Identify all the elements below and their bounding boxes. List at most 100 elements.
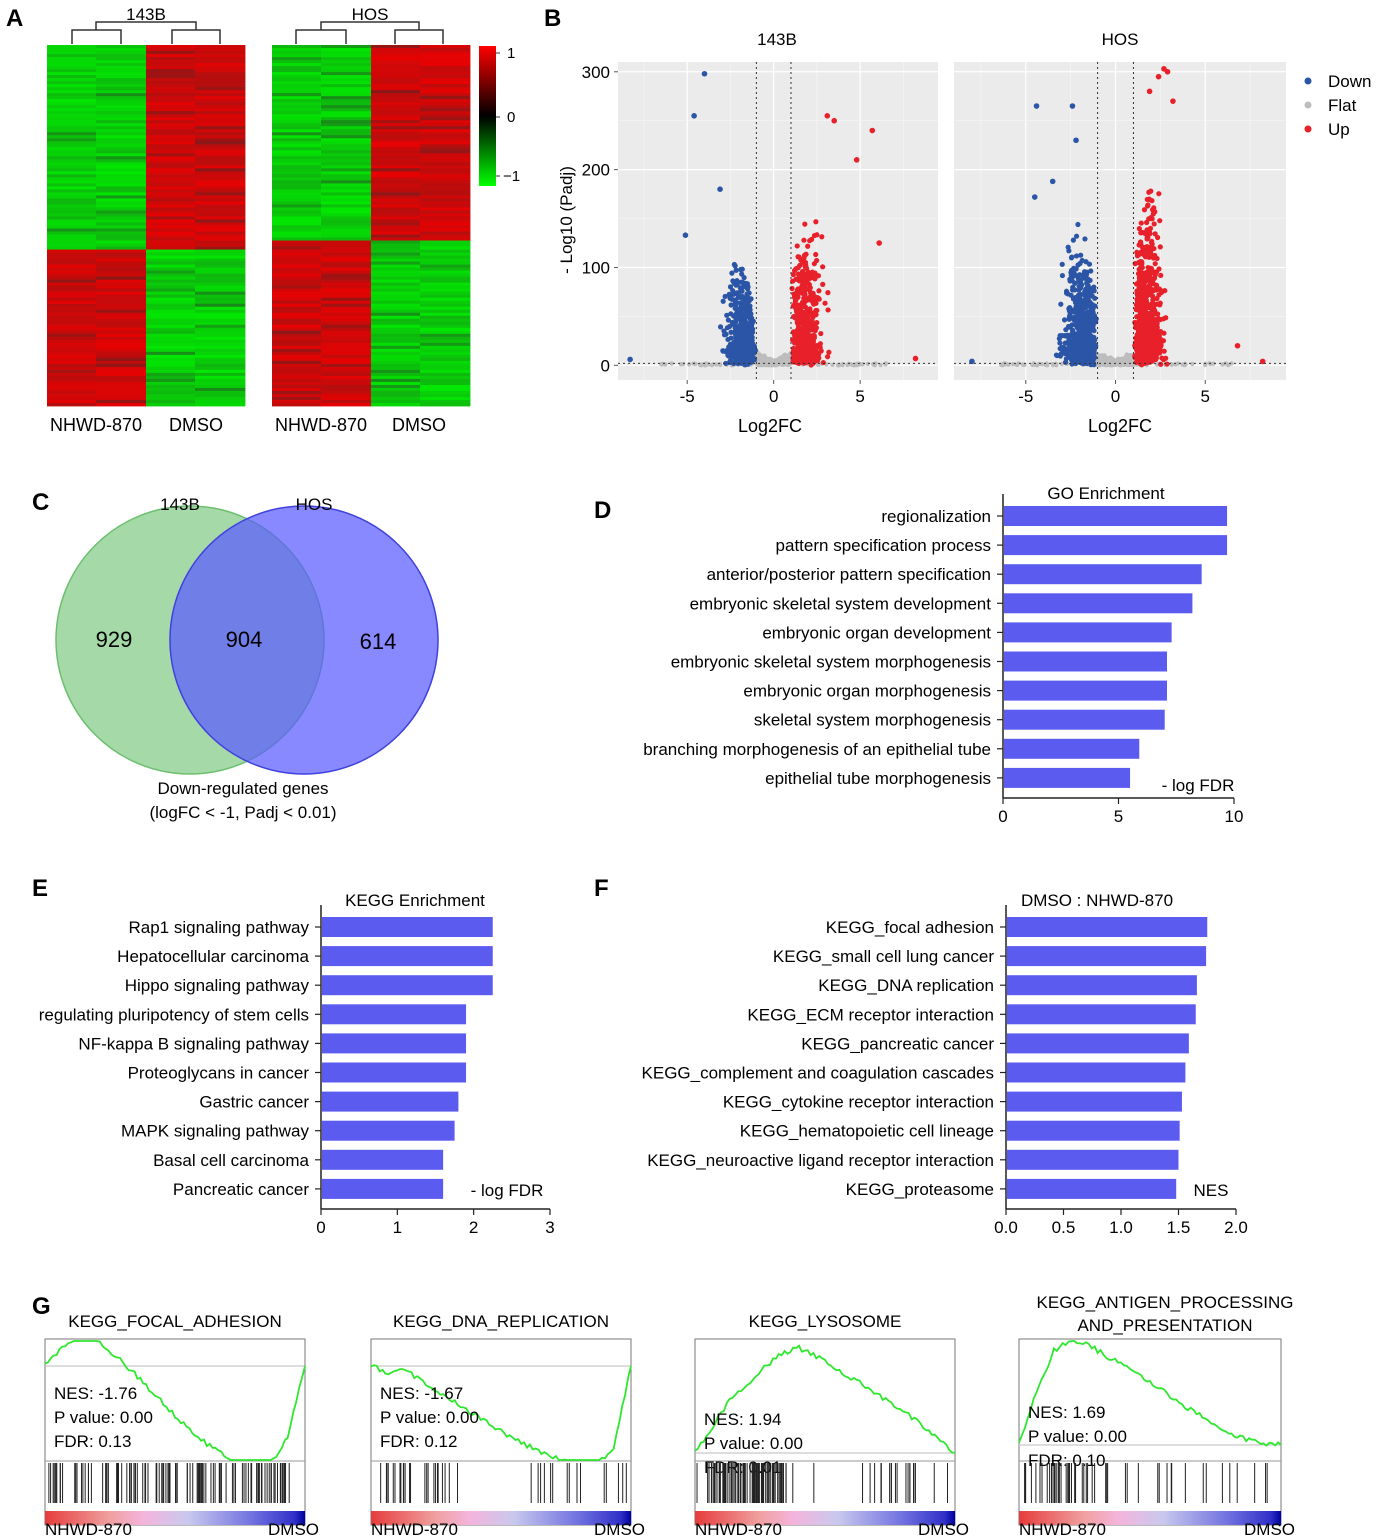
heatmap-hos-cell — [371, 99, 421, 103]
volcano-hos-down-point — [1072, 280, 1078, 286]
heatmap-hos-cell — [420, 168, 471, 172]
heatmap-143b-cell — [47, 60, 97, 64]
heatmap-hos-cell — [321, 288, 372, 293]
heatmap-hos-cell — [371, 273, 421, 278]
volcano-143b-flat-point — [865, 361, 870, 367]
legend-flat-marker — [1304, 101, 1312, 109]
volcano-hos-up-point — [1153, 282, 1160, 288]
heatmap-hos-cell — [272, 177, 322, 181]
heatmap-hos-cell — [420, 45, 471, 49]
kegg-enrichment-xtick: 0 — [316, 1218, 325, 1237]
volcano-hos-down-point — [1072, 300, 1079, 306]
heatmap-hos-cell — [371, 360, 421, 365]
heatmap-143b-cell — [96, 249, 147, 253]
heatmap-hos-cell — [371, 201, 421, 205]
heatmap-143b-cell — [47, 219, 97, 223]
volcano-143b-up-point — [807, 285, 813, 291]
heatmap-hos-cell — [371, 183, 421, 187]
volcano-plot-143b-background — [618, 62, 938, 380]
volcano-hos-down-point — [1071, 270, 1077, 276]
heatmap-143b-cell — [96, 366, 147, 371]
heatmap-143b-cell — [96, 117, 147, 121]
volcano-143b-up-point — [820, 359, 826, 366]
volcano-143b-flat-point — [871, 362, 877, 367]
heatmap-hos-cell — [420, 234, 471, 238]
volcano-143b-up-point — [822, 300, 828, 306]
heatmap-143b-cell — [47, 51, 97, 55]
volcano-hos-up-point — [1146, 303, 1153, 309]
volcano-143b-down-point — [729, 270, 735, 276]
volcano-143b-up-point — [790, 357, 796, 363]
heatmap-hos-cell — [371, 105, 421, 109]
heatmap-143b-cell — [146, 363, 196, 368]
volcano-hos-flat-point — [1045, 362, 1050, 368]
heatmap-hos-label-dmso: DMSO — [392, 415, 446, 435]
heatmap-hos-cell — [371, 60, 421, 64]
heatmap-hos-cell — [272, 234, 322, 238]
heatmap-143b-cell — [146, 135, 196, 139]
volcano-143b-down-point — [723, 360, 729, 367]
heatmap-hos-cell — [371, 135, 421, 139]
heatmap-hos-cell — [272, 294, 322, 299]
heatmap-hos-cell — [420, 396, 471, 401]
volcano-hos-flat-point — [1054, 362, 1059, 368]
heatmap-hos-cell — [371, 324, 421, 329]
heatmap-hos-cell — [420, 270, 471, 275]
volcano-143b-down-point — [744, 356, 750, 362]
heatmap-hos-cell — [272, 174, 322, 178]
heatmap-hos-cell — [371, 321, 421, 326]
heatmap-143b-cell — [146, 141, 196, 145]
volcano-143b-down-point — [741, 334, 747, 341]
volcano-hos-up-point — [1137, 276, 1143, 282]
volcano-hos-down-point — [1082, 236, 1088, 242]
heatmap-hos-cell — [371, 159, 421, 163]
heatmap-143b-cell — [195, 195, 246, 199]
volcano-143b-down-point — [717, 324, 724, 330]
heatmap-hos-cell — [371, 315, 421, 320]
heatmap-143b-cell — [47, 243, 97, 247]
heatmap-143b-cell — [96, 114, 147, 118]
heatmap-hos-cell — [272, 96, 322, 100]
go-enrichment-bar — [1004, 535, 1228, 556]
heatmap-143b-cell — [146, 402, 196, 407]
heatmap-143b-cell — [146, 96, 196, 100]
volcano-hos-up-point — [1136, 226, 1142, 232]
heatmap-143b-cell — [96, 222, 147, 226]
kegg-enrichment-xtick: 3 — [545, 1218, 554, 1237]
heatmap-hos-cell — [321, 189, 372, 193]
heatmap-143b-cell — [146, 384, 196, 389]
panel-label-f: F — [594, 875, 609, 902]
venn-panel: 143B HOS 929 904 614 Down-regulated gene… — [55, 495, 439, 822]
heatmap-hos-cell — [321, 138, 372, 142]
volcano-143b-down-point — [627, 356, 633, 363]
go-enrichment-title: GO Enrichment — [1047, 484, 1164, 503]
heatmap-hos-cell — [420, 84, 471, 88]
heatmap-143b-cell — [195, 72, 246, 76]
heatmap-143b-cell — [96, 141, 147, 145]
heatmap-143b-cell — [47, 321, 97, 326]
heatmap-143b-cell — [195, 219, 246, 223]
volcano-hos-up-point — [1149, 293, 1156, 299]
heatmap-hos-cell — [272, 252, 322, 256]
kegg-enrichment-bar — [322, 975, 493, 996]
heatmap-143b-cell — [47, 84, 97, 88]
volcano-143b-up-point — [807, 318, 814, 324]
heatmap-hos-cell — [420, 333, 471, 338]
heatmap-143b-cell — [47, 261, 97, 266]
heatmap-hos-cell — [371, 390, 421, 395]
heatmap-hos-cell — [420, 138, 471, 142]
heatmap-hos-cell — [420, 240, 471, 244]
volcano-143b-up-point — [807, 306, 813, 312]
heatmap-hos-cell — [371, 189, 421, 193]
heatmap-hos-cell — [321, 402, 372, 407]
heatmap-143b-cell — [96, 48, 147, 52]
heatmap-143b-cell — [96, 288, 147, 293]
heatmap-hos-cell — [420, 63, 471, 67]
heatmap-143b-cell — [195, 315, 246, 320]
volcano-hos-down-point — [1061, 317, 1068, 323]
heatmap-143b-cell — [96, 267, 147, 272]
volcano-143b-flat-point — [786, 354, 792, 360]
heatmap-hos-cell — [272, 198, 322, 202]
heatmap-hos-cell — [272, 228, 322, 232]
heatmap-143b-cell — [146, 117, 196, 121]
